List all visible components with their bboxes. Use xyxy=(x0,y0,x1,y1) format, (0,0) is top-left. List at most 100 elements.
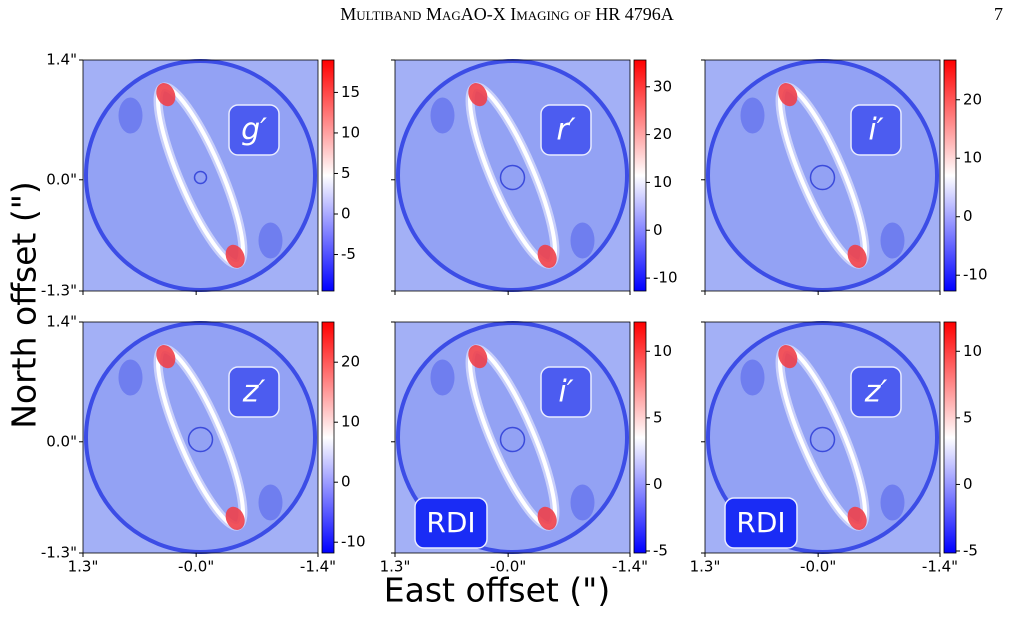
colorbar-tick-label: 10 xyxy=(653,173,672,191)
colorbar-tick-label: 20 xyxy=(653,125,672,143)
colorbar xyxy=(321,59,335,292)
ansa xyxy=(778,83,798,107)
frame xyxy=(704,321,941,554)
mask xyxy=(499,164,526,191)
colorbar-tick-label: -5 xyxy=(963,542,978,560)
colorbar xyxy=(943,59,957,292)
debris-ring xyxy=(153,82,248,269)
debris-ring xyxy=(465,82,560,269)
disk-field xyxy=(396,59,629,292)
x-tick-label: 1.3" xyxy=(690,558,721,576)
band-label: i′ xyxy=(558,375,573,410)
mask xyxy=(809,426,836,453)
dark-lobe xyxy=(258,222,283,259)
panel: r′ -10 0 10 20 30 xyxy=(391,59,678,295)
y-tick-label: -1.3" xyxy=(41,282,77,300)
method-label: RDI xyxy=(426,506,475,539)
mask xyxy=(193,170,208,185)
disk-field xyxy=(84,321,317,554)
frame xyxy=(394,321,631,554)
band-label: z′ xyxy=(242,375,266,410)
panels: g′ 1.4" 0.0" -1.3" -5 0 5 10 15 r′ -10 0 10 20 30 i′ -10… xyxy=(41,51,988,576)
colorbar-tick-label: -10 xyxy=(653,269,678,287)
ansa xyxy=(847,244,867,268)
x-tick-label: -1.4" xyxy=(612,558,648,576)
mask xyxy=(187,426,214,453)
panel: i′ RDI 1.3" -0.0" -1.4" -5 0 5 10 xyxy=(380,321,672,576)
frame xyxy=(704,59,941,292)
debris-ring xyxy=(775,344,870,531)
dark-lobe xyxy=(258,484,283,521)
band-label: z′ xyxy=(864,375,888,410)
panel: z′ 1.4" 0.0" -1.3"1.3" -0.0" -1.4" -10 0 10 20 xyxy=(41,313,366,576)
y-tick-label: 0.0" xyxy=(46,170,77,188)
colorbar-tick-label: 30 xyxy=(653,77,672,95)
dark-lobe xyxy=(880,222,905,259)
frame xyxy=(82,321,319,554)
colorbar-tick-label: 0 xyxy=(963,207,973,225)
band-box xyxy=(850,366,902,418)
dark-lobe xyxy=(570,222,595,259)
frame xyxy=(82,59,319,292)
colorbar-tick-label: -10 xyxy=(341,533,366,551)
running-header: Multiband MagAO-X Imaging of HR 4796A xyxy=(340,4,674,24)
page-number: 7 xyxy=(994,4,1003,24)
band-box xyxy=(228,366,280,418)
panel: g′ 1.4" 0.0" -1.3" -5 0 5 10 15 xyxy=(41,51,360,300)
dark-lobe xyxy=(430,97,455,134)
x-tick-label: 1.3" xyxy=(68,558,99,576)
colorbar-tick-label: 10 xyxy=(341,413,360,431)
dark-lobe xyxy=(118,359,143,396)
method-box xyxy=(724,497,798,549)
y-tick-label: 0.0" xyxy=(46,432,77,450)
ansa xyxy=(156,345,176,369)
frame xyxy=(394,59,631,292)
colorbar-tick-label: 0 xyxy=(341,473,351,491)
colorbar-tick-label: 10 xyxy=(963,149,982,167)
ansa xyxy=(847,506,867,530)
dark-lobe xyxy=(118,97,143,134)
colorbar xyxy=(633,321,647,554)
method-box xyxy=(414,497,488,549)
colorbar-tick-label: 0 xyxy=(653,475,663,493)
x-tick-label: -0.0" xyxy=(800,558,836,576)
colorbar-tick-label: 20 xyxy=(341,353,360,371)
disk-field xyxy=(706,59,939,292)
disk-field xyxy=(84,59,317,292)
ansa xyxy=(468,83,488,107)
dark-lobe xyxy=(880,484,905,521)
ansa xyxy=(537,244,557,268)
ansa xyxy=(537,506,557,530)
x-axis-label: East offset (") xyxy=(384,571,610,610)
y-tick-label: 1.4" xyxy=(46,313,77,331)
colorbar-tick-label: 20 xyxy=(963,90,982,108)
x-tick-label: -0.0" xyxy=(490,558,526,576)
band-box xyxy=(850,104,902,156)
colorbar-tick-label: 5 xyxy=(341,164,351,182)
dark-lobe xyxy=(570,484,595,521)
colorbar-tick-label: 10 xyxy=(341,123,360,141)
band-box xyxy=(228,104,280,156)
colorbar-tick-label: 0 xyxy=(653,221,663,239)
band-label: i′ xyxy=(868,113,883,148)
colorbar-tick-label: -5 xyxy=(341,245,356,263)
debris-ring xyxy=(465,344,560,531)
y-tick-label: -1.3" xyxy=(41,544,77,562)
dark-lobe xyxy=(740,359,765,396)
colorbar-tick-label: 10 xyxy=(963,342,982,360)
ansa xyxy=(225,506,245,530)
colorbar xyxy=(943,321,957,554)
colorbar-tick-label: 0 xyxy=(963,475,973,493)
ansa xyxy=(778,345,798,369)
debris-ring xyxy=(775,82,870,269)
panel: z′ RDI 1.3" -0.0" -1.4" -5 0 5 10 xyxy=(690,321,982,576)
colorbar-tick-label: -10 xyxy=(963,266,988,284)
band-box xyxy=(540,104,592,156)
band-box xyxy=(540,366,592,418)
x-tick-label: -0.0" xyxy=(178,558,214,576)
panel: i′ -10 0 10 20 xyxy=(701,59,988,295)
mask xyxy=(499,426,526,453)
y-axis-label: North offset (") xyxy=(5,181,44,429)
colorbar xyxy=(321,321,335,554)
